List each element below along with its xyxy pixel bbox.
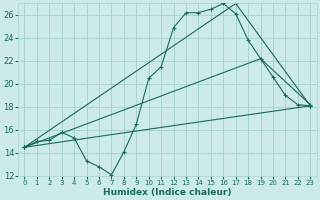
X-axis label: Humidex (Indice chaleur): Humidex (Indice chaleur) — [103, 188, 232, 197]
